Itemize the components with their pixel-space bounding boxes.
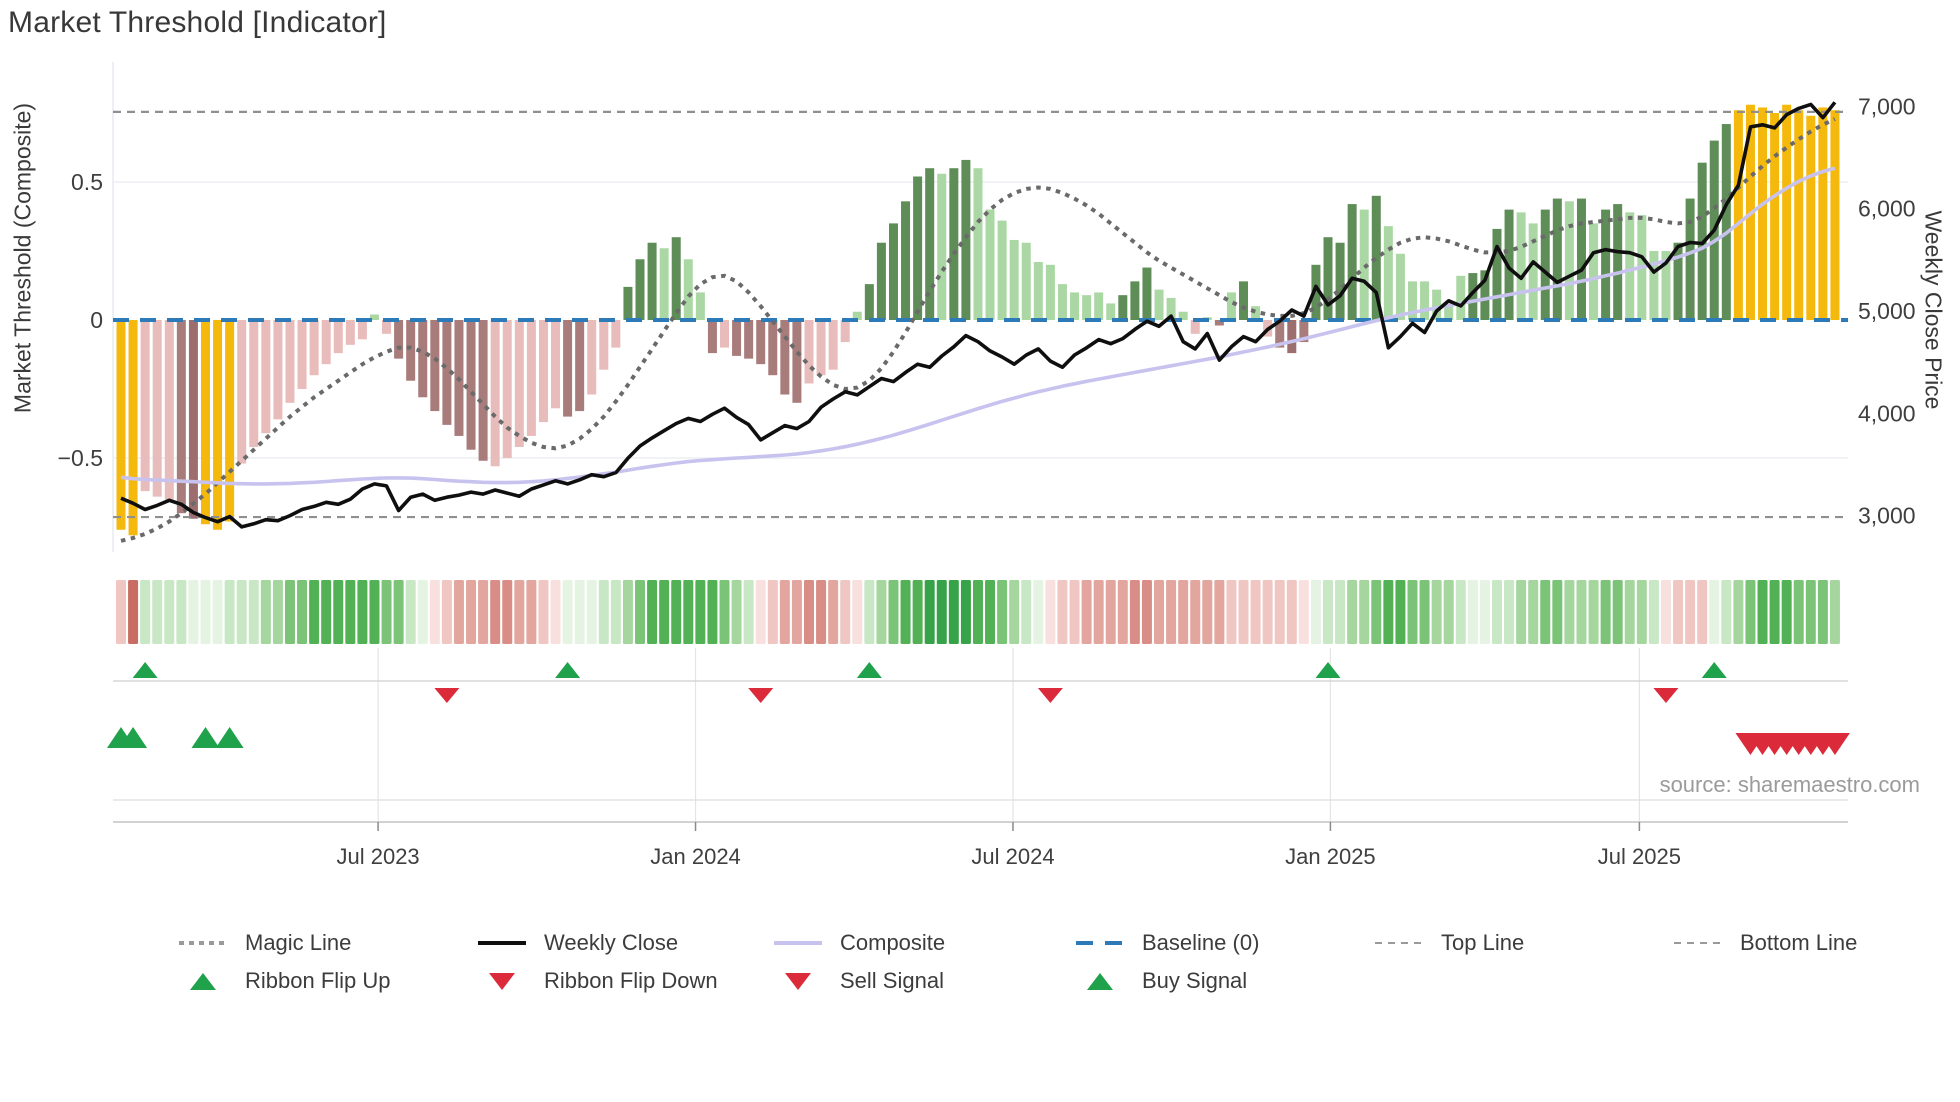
legend-label: Ribbon Flip Up: [245, 968, 391, 993]
legend-swatch-blue-dash-icon: [1073, 941, 1127, 945]
svg-text:Jul 2025: Jul 2025: [1598, 844, 1681, 869]
legend-item-magic-line: Magic Line: [176, 928, 351, 958]
chart-title: Market Threshold [Indicator]: [8, 6, 387, 39]
legend-label: Magic Line: [245, 930, 352, 955]
left-axis-title: Market Threshold (Composite): [9, 102, 36, 414]
legend-item-baseline-0-: Baseline (0): [1073, 928, 1259, 958]
composite-line: [120, 166, 1836, 486]
weekly-close-line: [120, 101, 1837, 529]
legend-swatch-tri-up-icon: [176, 972, 230, 990]
ribbon-strip: [116, 580, 1840, 644]
legend-swatch-small-dash-icon: [1671, 942, 1725, 944]
source-credit: source: sharemaestro.com: [1659, 772, 1920, 797]
legend-item-bottom-line: Bottom Line: [1671, 928, 1857, 958]
legend-label: Buy Signal: [1142, 968, 1248, 993]
legend-swatch-small-dash-icon: [1372, 942, 1426, 944]
legend-label: Sell Signal: [840, 968, 944, 993]
legend: Magic Line Weekly Close Composite Baseline …: [0, 920, 1960, 1030]
legend-item-top-line: Top Line: [1372, 928, 1524, 958]
magic-line: [120, 117, 1836, 543]
legend-label: Top Line: [1441, 930, 1525, 955]
svg-text:3,000: 3,000: [1858, 503, 1916, 529]
legend-item-buy-signal: Buy Signal: [1073, 966, 1247, 996]
svg-text:Jan 2025: Jan 2025: [1285, 844, 1376, 869]
svg-text:Jul 2024: Jul 2024: [971, 844, 1054, 869]
svg-text:4,000: 4,000: [1858, 400, 1916, 426]
legend-label: Bottom Line: [1740, 930, 1858, 955]
legend-label: Baseline (0): [1142, 930, 1260, 955]
svg-text:0: 0: [90, 307, 103, 333]
legend-swatch-black-line-icon: [475, 941, 529, 945]
svg-text:Jul 2023: Jul 2023: [336, 844, 419, 869]
legend-item-ribbon-flip-down: Ribbon Flip Down: [475, 966, 718, 996]
svg-text:0.5: 0.5: [71, 169, 103, 195]
buy-sell-markers: [107, 727, 1850, 755]
legend-label: Composite: [840, 930, 946, 955]
legend-item-ribbon-flip-up: Ribbon Flip Up: [176, 966, 391, 996]
signal-panel: [113, 648, 1848, 831]
legend-swatch-tri-down-icon: [771, 972, 825, 990]
left-tick-labels: 0.5 0 −0.5: [58, 169, 103, 471]
legend-item-composite: Composite: [771, 928, 945, 958]
legend-swatch-tri-up-icon: [1073, 972, 1127, 990]
right-tick-labels: 7,000 6,000 5,000 4,000 3,000: [1858, 93, 1916, 528]
legend-item-weekly-close: Weekly Close: [475, 928, 678, 958]
svg-text:7,000: 7,000: [1858, 93, 1916, 119]
legend-swatch-dots-icon: [176, 941, 230, 945]
svg-text:6,000: 6,000: [1858, 196, 1916, 222]
legend-label: Weekly Close: [544, 930, 679, 955]
legend-label: Ribbon Flip Down: [544, 968, 718, 993]
svg-text:−0.5: −0.5: [58, 445, 103, 471]
right-axis-title: Weekly Close Price: [1920, 210, 1947, 410]
legend-swatch-tri-down-icon: [475, 972, 529, 990]
ribbon-flip-markers: [132, 662, 1727, 703]
legend-item-sell-signal: Sell Signal: [771, 966, 944, 996]
svg-text:Jan 2024: Jan 2024: [650, 844, 741, 869]
x-tick-labels: Jul 2023 Jan 2024 Jul 2024 Jan 2025 Jul 2025: [336, 844, 1681, 869]
svg-text:5,000: 5,000: [1858, 298, 1916, 324]
legend-swatch-lavender-line-icon: [771, 941, 825, 945]
